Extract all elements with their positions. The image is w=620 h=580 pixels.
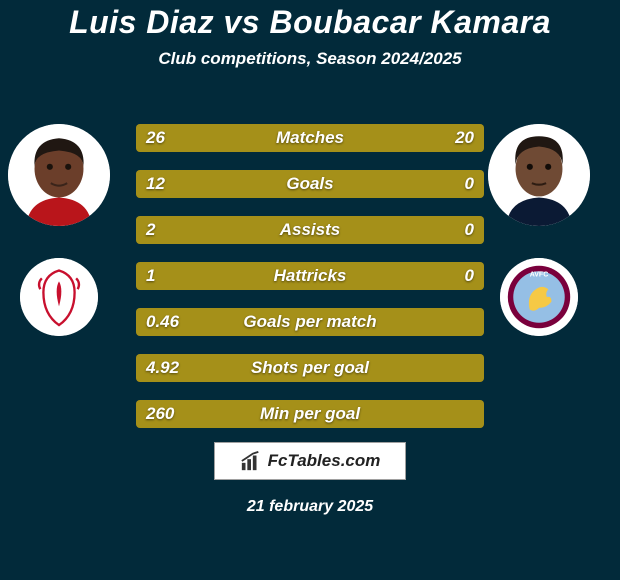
stats-panel: 26Matches2012Goals02Assists01Hattricks00… xyxy=(136,124,484,446)
comparison-card: Luis Diaz vs Boubacar Kamara Club compet… xyxy=(0,0,620,580)
stat-row: 0.46Goals per match xyxy=(136,308,484,336)
page-subtitle: Club competitions, Season 2024/2025 xyxy=(0,49,620,69)
stat-label: Goals per match xyxy=(136,312,484,332)
club-right-crest: AVFC xyxy=(500,258,578,336)
stat-value-right: 0 xyxy=(465,220,474,240)
player-left-face-icon xyxy=(8,124,110,226)
bars-icon xyxy=(240,450,262,472)
stat-row: 12Goals0 xyxy=(136,170,484,198)
stat-label: Matches xyxy=(136,128,484,148)
stat-value-right: 0 xyxy=(465,174,474,194)
stat-label: Shots per goal xyxy=(136,358,484,378)
date-text: 21 february 2025 xyxy=(0,498,620,516)
stat-row: 4.92Shots per goal xyxy=(136,354,484,382)
player-left-avatar xyxy=(8,124,110,226)
stat-label: Hattricks xyxy=(136,266,484,286)
branding-box[interactable]: FcTables.com xyxy=(214,442,406,480)
stat-value-right: 0 xyxy=(465,266,474,286)
stat-row: 2Assists0 xyxy=(136,216,484,244)
page-title: Luis Diaz vs Boubacar Kamara xyxy=(0,4,620,41)
stat-value-right: 20 xyxy=(455,128,474,148)
stat-row: 260Min per goal xyxy=(136,400,484,428)
stat-label: Assists xyxy=(136,220,484,240)
player-right-face-icon xyxy=(488,124,590,226)
astonvilla-crest-icon: AVFC xyxy=(500,258,578,336)
liverpool-crest-icon xyxy=(20,258,98,336)
stat-label: Min per goal xyxy=(136,404,484,424)
stat-label: Goals xyxy=(136,174,484,194)
stat-row: 1Hattricks0 xyxy=(136,262,484,290)
player-right-avatar xyxy=(488,124,590,226)
club-left-crest xyxy=(20,258,98,336)
branding-text: FcTables.com xyxy=(268,451,381,471)
stat-row: 26Matches20 xyxy=(136,124,484,152)
svg-text:AVFC: AVFC xyxy=(530,272,549,279)
